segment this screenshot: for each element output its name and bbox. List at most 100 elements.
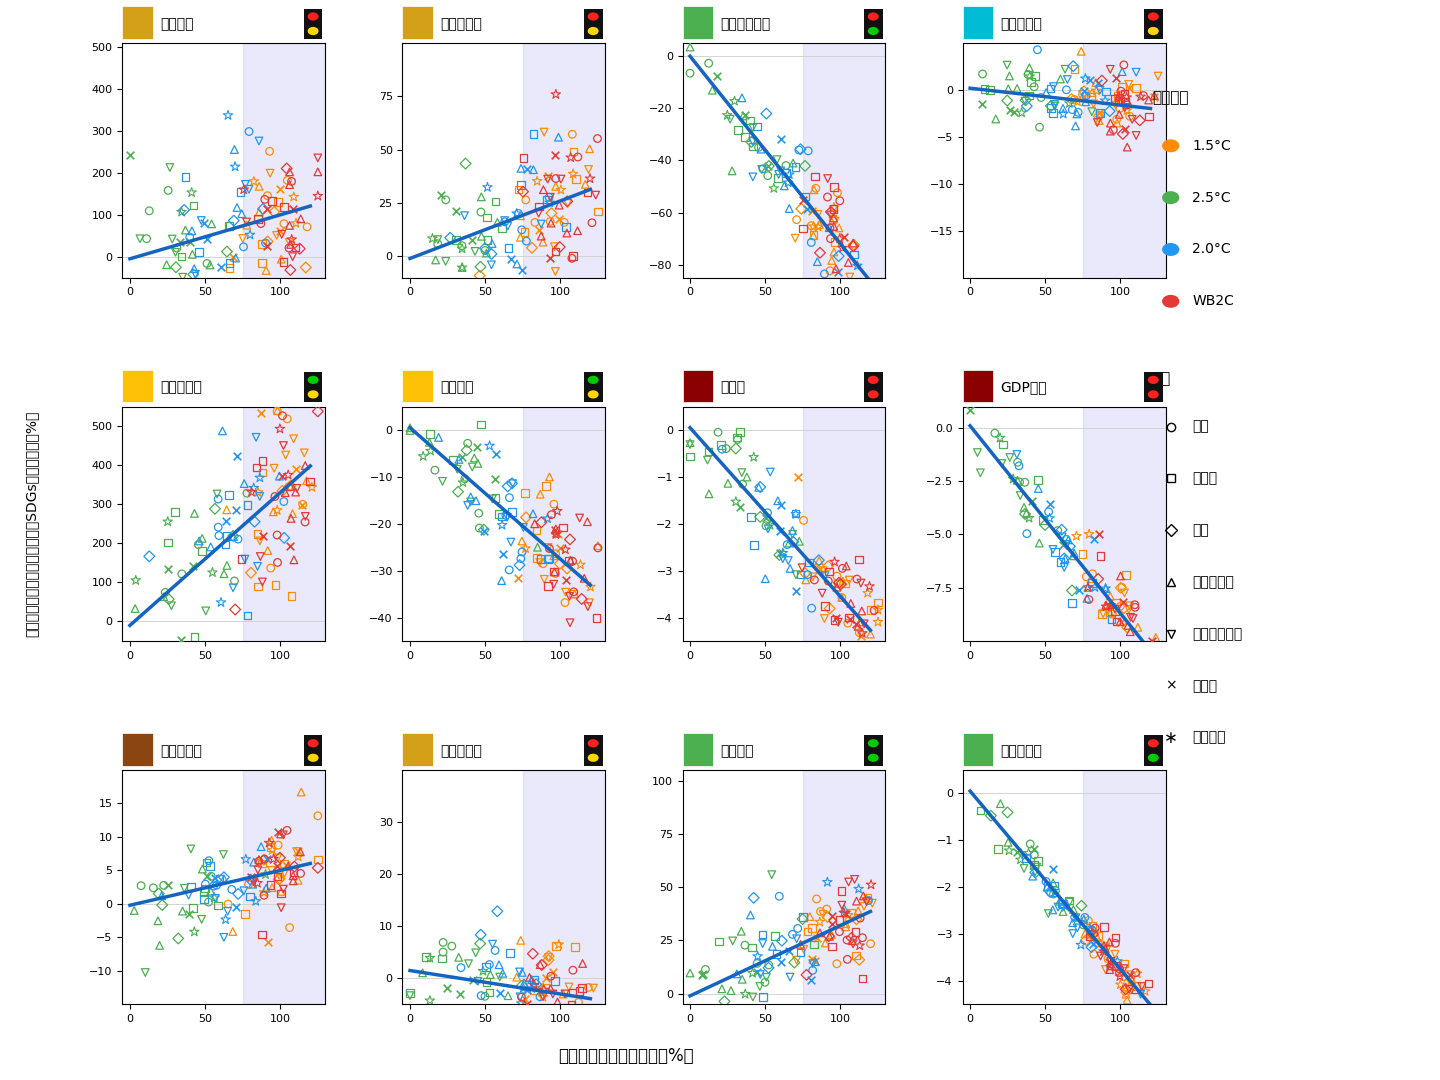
Point <box>1014 505 1037 523</box>
Point <box>1053 899 1076 916</box>
Point <box>1110 78 1133 95</box>
Point <box>446 483 469 500</box>
Point <box>710 981 733 998</box>
Point <box>467 973 490 990</box>
Point <box>173 880 196 897</box>
Point <box>194 854 217 872</box>
Point <box>530 228 553 245</box>
Point <box>1079 926 1102 943</box>
Point <box>572 955 595 972</box>
Point <box>742 119 765 136</box>
Point <box>788 141 811 159</box>
Text: 種の多様性: 種の多様性 <box>999 744 1043 758</box>
Point <box>541 963 564 981</box>
Point <box>419 949 442 967</box>
Point <box>850 603 873 620</box>
Point <box>187 536 210 553</box>
Point <box>498 562 521 579</box>
Point <box>161 230 184 247</box>
Text: 二酸化炭素排出削減率（%）: 二酸化炭素排出削減率（%） <box>559 1048 694 1065</box>
Point <box>1107 87 1130 105</box>
Point <box>174 221 197 239</box>
Point <box>533 981 556 998</box>
Point <box>756 504 779 522</box>
Point <box>510 221 533 239</box>
Bar <box>1083 770 1165 1004</box>
Point <box>1080 570 1103 588</box>
Point <box>806 218 829 235</box>
Point <box>547 936 570 954</box>
Point <box>979 807 1002 824</box>
Point <box>1125 126 1148 144</box>
Point <box>491 964 514 982</box>
Point <box>547 129 570 146</box>
Point <box>724 494 747 511</box>
Point <box>510 995 533 1012</box>
Point <box>233 475 256 492</box>
Point <box>264 577 287 594</box>
Point <box>831 589 854 606</box>
Point <box>249 404 272 421</box>
Point <box>819 206 842 224</box>
Point <box>1035 84 1058 102</box>
Point <box>259 559 282 577</box>
Point <box>481 234 504 252</box>
Point <box>514 509 537 526</box>
Point <box>1025 41 1048 58</box>
Point <box>261 862 284 879</box>
Point <box>135 230 158 247</box>
Point <box>845 892 868 909</box>
Point <box>1104 929 1128 946</box>
Point <box>1051 895 1074 913</box>
Point <box>215 536 238 553</box>
Point <box>801 568 824 585</box>
Point <box>733 936 756 954</box>
Text: 地域: 地域 <box>1152 372 1171 387</box>
Point <box>533 570 556 588</box>
Point <box>1081 565 1104 582</box>
Point <box>544 521 567 538</box>
Point <box>1115 969 1138 986</box>
Point <box>507 205 530 222</box>
Point <box>556 192 579 210</box>
Point <box>1071 916 1094 933</box>
Point <box>505 255 528 272</box>
Point <box>855 889 878 906</box>
Point <box>1054 550 1077 567</box>
Point <box>1058 893 1081 910</box>
Point <box>282 551 305 568</box>
Point <box>229 184 252 201</box>
Point <box>1051 106 1074 123</box>
Point <box>750 161 773 178</box>
Point <box>478 437 501 455</box>
Point <box>192 861 215 878</box>
Point <box>266 554 289 571</box>
Point <box>998 102 1021 119</box>
Point <box>230 551 253 568</box>
Point <box>1057 892 1080 909</box>
Point <box>193 883 216 901</box>
Point <box>475 973 498 990</box>
Point <box>537 578 560 595</box>
Point <box>456 434 480 451</box>
Point <box>118 146 141 163</box>
Point <box>796 143 819 160</box>
Point <box>531 233 554 251</box>
Point <box>212 846 235 863</box>
Point <box>808 216 831 233</box>
Point <box>554 571 577 589</box>
Point <box>484 942 507 959</box>
Point <box>786 469 809 486</box>
Point <box>801 955 824 972</box>
Point <box>468 519 491 537</box>
Point <box>484 489 507 507</box>
Point <box>285 460 308 477</box>
Point <box>757 158 780 175</box>
Point <box>1018 86 1041 104</box>
Point <box>177 887 200 904</box>
Point <box>752 926 775 943</box>
Point <box>766 170 789 187</box>
Point <box>837 874 860 891</box>
Point <box>190 212 213 229</box>
Point <box>831 559 854 577</box>
